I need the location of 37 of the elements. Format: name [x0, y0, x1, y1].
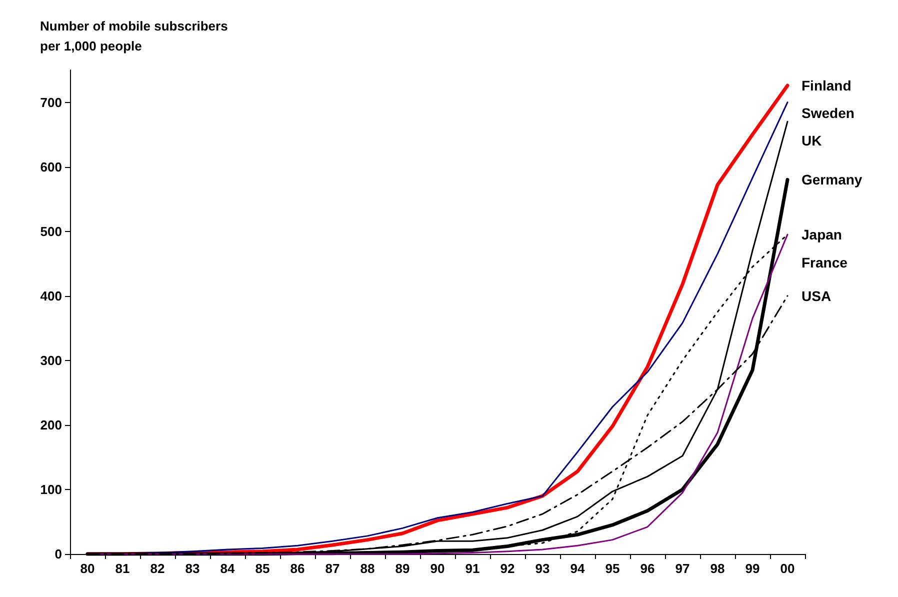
x-tick-label: 94 — [570, 561, 586, 576]
y-tick-label: 400 — [40, 288, 62, 304]
y-tick-label: 100 — [40, 482, 62, 497]
x-tick-label: 98 — [710, 561, 725, 576]
x-tick-label: 87 — [325, 561, 340, 576]
x-tick-label: 86 — [290, 561, 305, 576]
x-tick-label: 97 — [675, 561, 690, 576]
y-tick-label: 600 — [40, 159, 62, 174]
x-tick-label: 89 — [395, 561, 410, 576]
x-tick-label: 83 — [185, 561, 200, 576]
x-tick-label: 93 — [535, 561, 550, 576]
x-tick-label: 84 — [220, 561, 236, 576]
y-tick-label: 200 — [40, 417, 62, 432]
x-tick-label: 91 — [465, 561, 480, 576]
x-tick-label: 99 — [745, 561, 760, 576]
series-label: UK — [802, 132, 822, 148]
series-label: Finland — [802, 77, 852, 94]
y-tick-label: 300 — [40, 352, 62, 368]
x-tick-label: 80 — [80, 561, 95, 576]
x-tick-label: 92 — [500, 561, 515, 576]
series-label: Sweden — [802, 104, 854, 121]
series-label: France — [802, 254, 848, 271]
x-tick-label: 82 — [150, 561, 165, 576]
y-tick-label: 700 — [40, 94, 62, 110]
x-tick-label: 81 — [115, 561, 130, 576]
series-label: Germany — [802, 172, 862, 188]
x-tick-label: 88 — [360, 561, 375, 576]
series-label: USA — [802, 288, 832, 304]
series-label: Japan — [802, 226, 842, 243]
x-tick-label: 95 — [605, 561, 620, 576]
x-tick-label: 00 — [780, 561, 795, 576]
y-tick-label: 500 — [40, 224, 62, 239]
x-tick-label: 96 — [640, 561, 655, 576]
y-axis-title: Number of mobile subscribers per 1,000 people — [40, 18, 228, 54]
x-tick-label: 90 — [430, 561, 445, 576]
x-tick-label: 85 — [255, 561, 270, 576]
y-tick-label: 0 — [54, 546, 62, 562]
